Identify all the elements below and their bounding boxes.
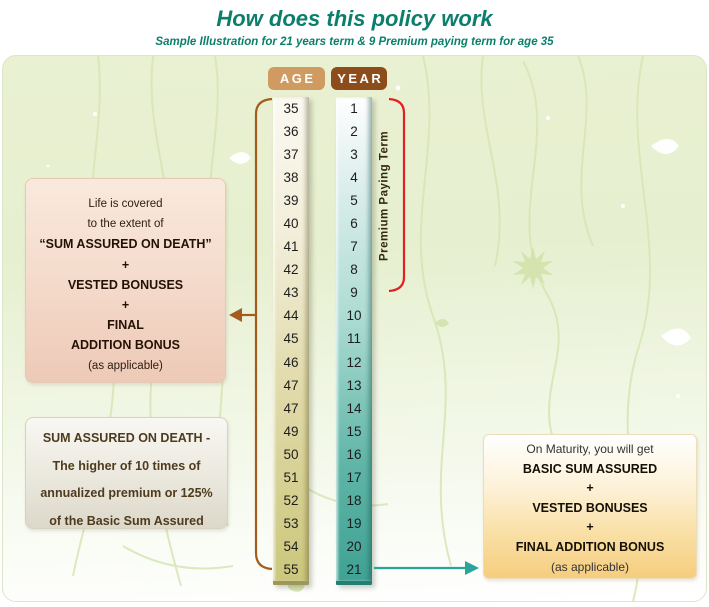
maturity-line: VESTED BONUSES bbox=[532, 500, 648, 515]
year-cell: 18 bbox=[346, 492, 362, 508]
year-cell: 19 bbox=[346, 515, 362, 531]
year-cell: 15 bbox=[346, 423, 362, 439]
age-cell: 44 bbox=[283, 308, 299, 324]
death-benefit-line: The higher of 10 times of bbox=[52, 458, 201, 473]
year-cell: 8 bbox=[350, 262, 358, 278]
age-cell: 53 bbox=[283, 515, 299, 531]
year-cell: 10 bbox=[346, 308, 362, 324]
year-cell: 5 bbox=[350, 193, 358, 209]
life-coverage-line: + bbox=[121, 298, 130, 313]
age-cell: 55 bbox=[283, 561, 299, 577]
life-coverage-line: FINAL bbox=[107, 318, 144, 333]
maturity-line: (as applicable) bbox=[550, 559, 630, 574]
age-cell: 38 bbox=[283, 170, 299, 186]
life-coverage-line: to the extent of bbox=[87, 218, 164, 231]
year-cell: 12 bbox=[346, 354, 362, 370]
year-cell: 21 bbox=[346, 561, 362, 577]
age-cell: 35 bbox=[283, 101, 299, 117]
year-column: 1 2 3 4 5 6 7 8 9 10 11 12 13 14 15 16 1… bbox=[336, 97, 372, 585]
maturity-box: On Maturity, you will get BASIC SUM ASSU… bbox=[483, 434, 697, 579]
death-benefit-box: SUM ASSURED ON DEATH - The higher of 10 … bbox=[25, 417, 228, 529]
year-cell: 13 bbox=[346, 377, 362, 393]
age-cell: 50 bbox=[283, 446, 299, 462]
age-cell: 45 bbox=[283, 331, 299, 347]
age-cell: 54 bbox=[283, 538, 299, 554]
death-benefit-line: annualized premium or 125% bbox=[40, 486, 213, 500]
age-cell: 43 bbox=[283, 285, 299, 301]
age-cell: 46 bbox=[283, 354, 299, 370]
life-coverage-line: ADDITION BONUS bbox=[70, 338, 181, 353]
age-cell: 41 bbox=[283, 239, 299, 255]
age-cell: 39 bbox=[283, 193, 299, 209]
age-cell: 52 bbox=[283, 492, 299, 508]
maturity-line: FINAL ADDITION BONUS bbox=[515, 539, 665, 554]
year-cell: 2 bbox=[350, 124, 358, 140]
page-title: How does this policy work bbox=[216, 6, 493, 31]
year-cell: 20 bbox=[346, 538, 362, 554]
year-cell: 11 bbox=[346, 331, 361, 347]
year-cell: 14 bbox=[346, 400, 362, 416]
life-coverage-line: “SUM ASSURED ON DEATH” bbox=[39, 237, 212, 252]
year-cell: 6 bbox=[350, 216, 358, 232]
age-column-header: AGE bbox=[268, 67, 325, 90]
age-cell: 37 bbox=[283, 147, 299, 163]
maturity-line: On Maturity, you will get bbox=[526, 442, 654, 456]
maturity-line: + bbox=[586, 520, 594, 535]
year-cell: 4 bbox=[350, 170, 358, 186]
maturity-line: + bbox=[586, 481, 594, 496]
year-cell: 16 bbox=[346, 446, 362, 462]
age-cell: 47 bbox=[283, 377, 299, 393]
year-cell: 9 bbox=[350, 285, 358, 301]
life-coverage-line: + bbox=[121, 257, 130, 272]
year-cell: 17 bbox=[346, 469, 362, 485]
maturity-line: BASIC SUM ASSURED bbox=[522, 461, 658, 476]
life-coverage-line: Life is covered bbox=[88, 198, 163, 210]
page-subtitle: Sample Illustration for 21 years term & … bbox=[155, 36, 554, 48]
year-column-header: YEAR bbox=[331, 67, 387, 90]
premium-paying-term-label: Premium Paying Term bbox=[378, 130, 391, 262]
age-cell: 42 bbox=[283, 262, 299, 278]
age-cell: 51 bbox=[283, 469, 299, 485]
age-cell: 47 bbox=[283, 400, 299, 416]
death-benefit-line: SUM ASSURED ON DEATH - bbox=[42, 431, 211, 445]
year-cell: 1 bbox=[350, 101, 358, 117]
year-cell: 7 bbox=[350, 239, 358, 255]
age-cell: 49 bbox=[283, 423, 299, 439]
age-cell: 40 bbox=[283, 216, 299, 232]
age-cell: 36 bbox=[283, 124, 299, 140]
death-benefit-line: of the Basic Sum Assured bbox=[49, 513, 204, 528]
year-cell: 3 bbox=[350, 147, 358, 163]
life-coverage-box: Life is covered to the extent of “SUM AS… bbox=[25, 178, 226, 383]
age-column: 35 36 37 38 39 40 41 42 43 44 45 46 47 4… bbox=[273, 97, 309, 585]
life-coverage-line: VESTED BONUSES bbox=[67, 277, 184, 292]
life-coverage-line: (as applicable) bbox=[88, 359, 163, 372]
